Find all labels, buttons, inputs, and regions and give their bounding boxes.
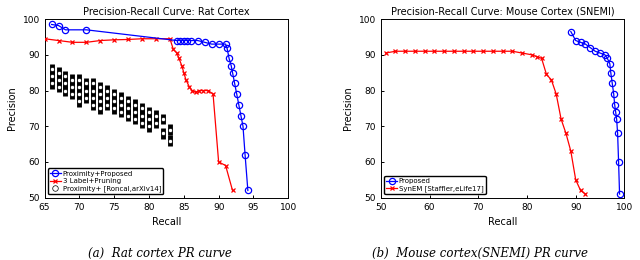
Point	[123, 106, 133, 110]
Point	[88, 81, 99, 86]
Point	[109, 99, 119, 103]
Title: Precision-Recall Curve: Rat Cortex: Precision-Recall Curve: Rat Cortex	[83, 7, 250, 17]
Point	[53, 78, 63, 82]
Y-axis label: Precision: Precision	[343, 87, 353, 130]
Point	[109, 106, 119, 110]
Point	[47, 74, 57, 78]
Point	[109, 92, 119, 96]
Point	[102, 96, 113, 100]
Point	[67, 92, 77, 96]
Point	[130, 117, 140, 121]
Point	[81, 81, 92, 86]
Text: (b)  Mouse cortex(SNEMI) PR curve: (b) Mouse cortex(SNEMI) PR curve	[372, 247, 588, 260]
Point	[151, 113, 161, 118]
Point	[74, 78, 84, 82]
Point	[88, 103, 99, 107]
Point	[74, 92, 84, 96]
Point	[95, 99, 106, 103]
Point	[88, 88, 99, 93]
Point	[123, 113, 133, 118]
X-axis label: Recall: Recall	[488, 217, 517, 227]
Point	[137, 106, 147, 110]
Point	[116, 110, 126, 114]
Point	[137, 121, 147, 125]
Point	[164, 128, 175, 132]
Point	[88, 96, 99, 100]
Point	[144, 110, 154, 114]
Point	[144, 124, 154, 128]
Point	[151, 121, 161, 125]
Point	[95, 85, 106, 89]
Point	[67, 85, 77, 89]
Point	[116, 96, 126, 100]
Point	[130, 110, 140, 114]
Point	[47, 67, 57, 71]
Point	[116, 103, 126, 107]
Y-axis label: Precision: Precision	[7, 87, 17, 130]
Point	[95, 92, 106, 96]
Point	[53, 85, 63, 89]
Point	[53, 70, 63, 75]
Point	[102, 103, 113, 107]
Point	[81, 88, 92, 93]
Point	[60, 74, 70, 78]
Title: Precision-Recall Curve: Mouse Cortex (SNEMI): Precision-Recall Curve: Mouse Cortex (SN…	[391, 7, 614, 17]
Point	[123, 99, 133, 103]
Legend: Proposed, SynEM [Staffler,eLife17]: Proposed, SynEM [Staffler,eLife17]	[384, 176, 486, 194]
Point	[102, 88, 113, 93]
Text: (a)  Rat cortex PR curve: (a) Rat cortex PR curve	[88, 247, 232, 260]
Point	[74, 85, 84, 89]
Point	[67, 78, 77, 82]
Point	[60, 81, 70, 86]
Point	[130, 103, 140, 107]
Point	[164, 138, 175, 142]
Point	[74, 99, 84, 103]
Point	[137, 113, 147, 118]
Point	[95, 106, 106, 110]
Legend: Proximity+Proposed, 3 Label+Pruning, Proximity+ [Roncal,arXiv14]: Proximity+Proposed, 3 Label+Pruning, Pro…	[48, 168, 163, 194]
Point	[47, 81, 57, 86]
Point	[144, 117, 154, 121]
Point	[158, 117, 168, 121]
Point	[158, 131, 168, 135]
Point	[81, 96, 92, 100]
X-axis label: Recall: Recall	[152, 217, 181, 227]
Point	[60, 88, 70, 93]
